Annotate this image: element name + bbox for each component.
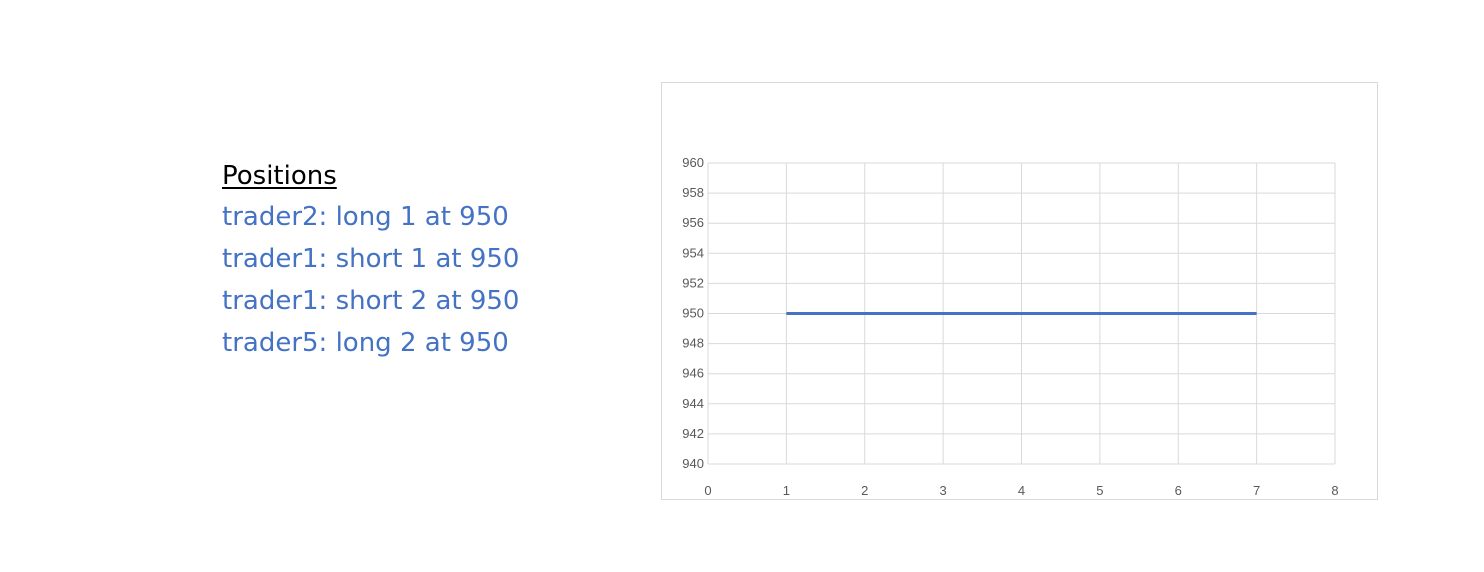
x-tick-label: 2 [861,483,868,498]
y-tick-label: 946 [682,366,704,381]
y-tick-label: 958 [682,185,704,200]
x-tick-label: 3 [940,483,947,498]
positions-title: Positions [222,161,337,191]
x-tick-label: 8 [1331,483,1338,498]
x-tick-label: 4 [1018,483,1025,498]
y-tick-label: 960 [682,155,704,170]
y-tick-label: 954 [682,245,704,260]
x-tick-labels: 0 1 2 3 4 5 6 7 8 [704,483,1338,498]
y-tick-labels: 940 942 944 946 948 950 952 954 956 958 960 [682,155,704,471]
position-line: trader2: long 1 at 950 [222,202,509,232]
x-tick-label: 5 [1096,483,1103,498]
x-tick-label: 6 [1175,483,1182,498]
y-tick-label: 942 [682,426,704,441]
y-tick-label: 952 [682,275,704,290]
position-line: trader5: long 2 at 950 [222,328,509,358]
x-tick-label: 1 [783,483,790,498]
x-tick-label: 7 [1253,483,1260,498]
x-tick-label: 0 [704,483,711,498]
y-tick-label: 944 [682,396,704,411]
positions-panel: Positions trader2: long 1 at 950 trader1… [222,156,519,364]
y-tick-label: 956 [682,215,704,230]
position-line: trader1: short 1 at 950 [222,244,520,274]
y-tick-label: 950 [682,306,704,321]
position-line: trader1: short 2 at 950 [222,286,520,316]
y-tick-label: 940 [682,456,704,471]
chart-frame: 940 942 944 946 948 950 952 954 956 958 960 0 1 2 3 4 5… [661,82,1378,500]
y-tick-label: 948 [682,336,704,351]
price-line-chart: 940 942 944 946 948 950 952 954 956 958 960 0 1 2 3 4 5… [682,155,1338,498]
